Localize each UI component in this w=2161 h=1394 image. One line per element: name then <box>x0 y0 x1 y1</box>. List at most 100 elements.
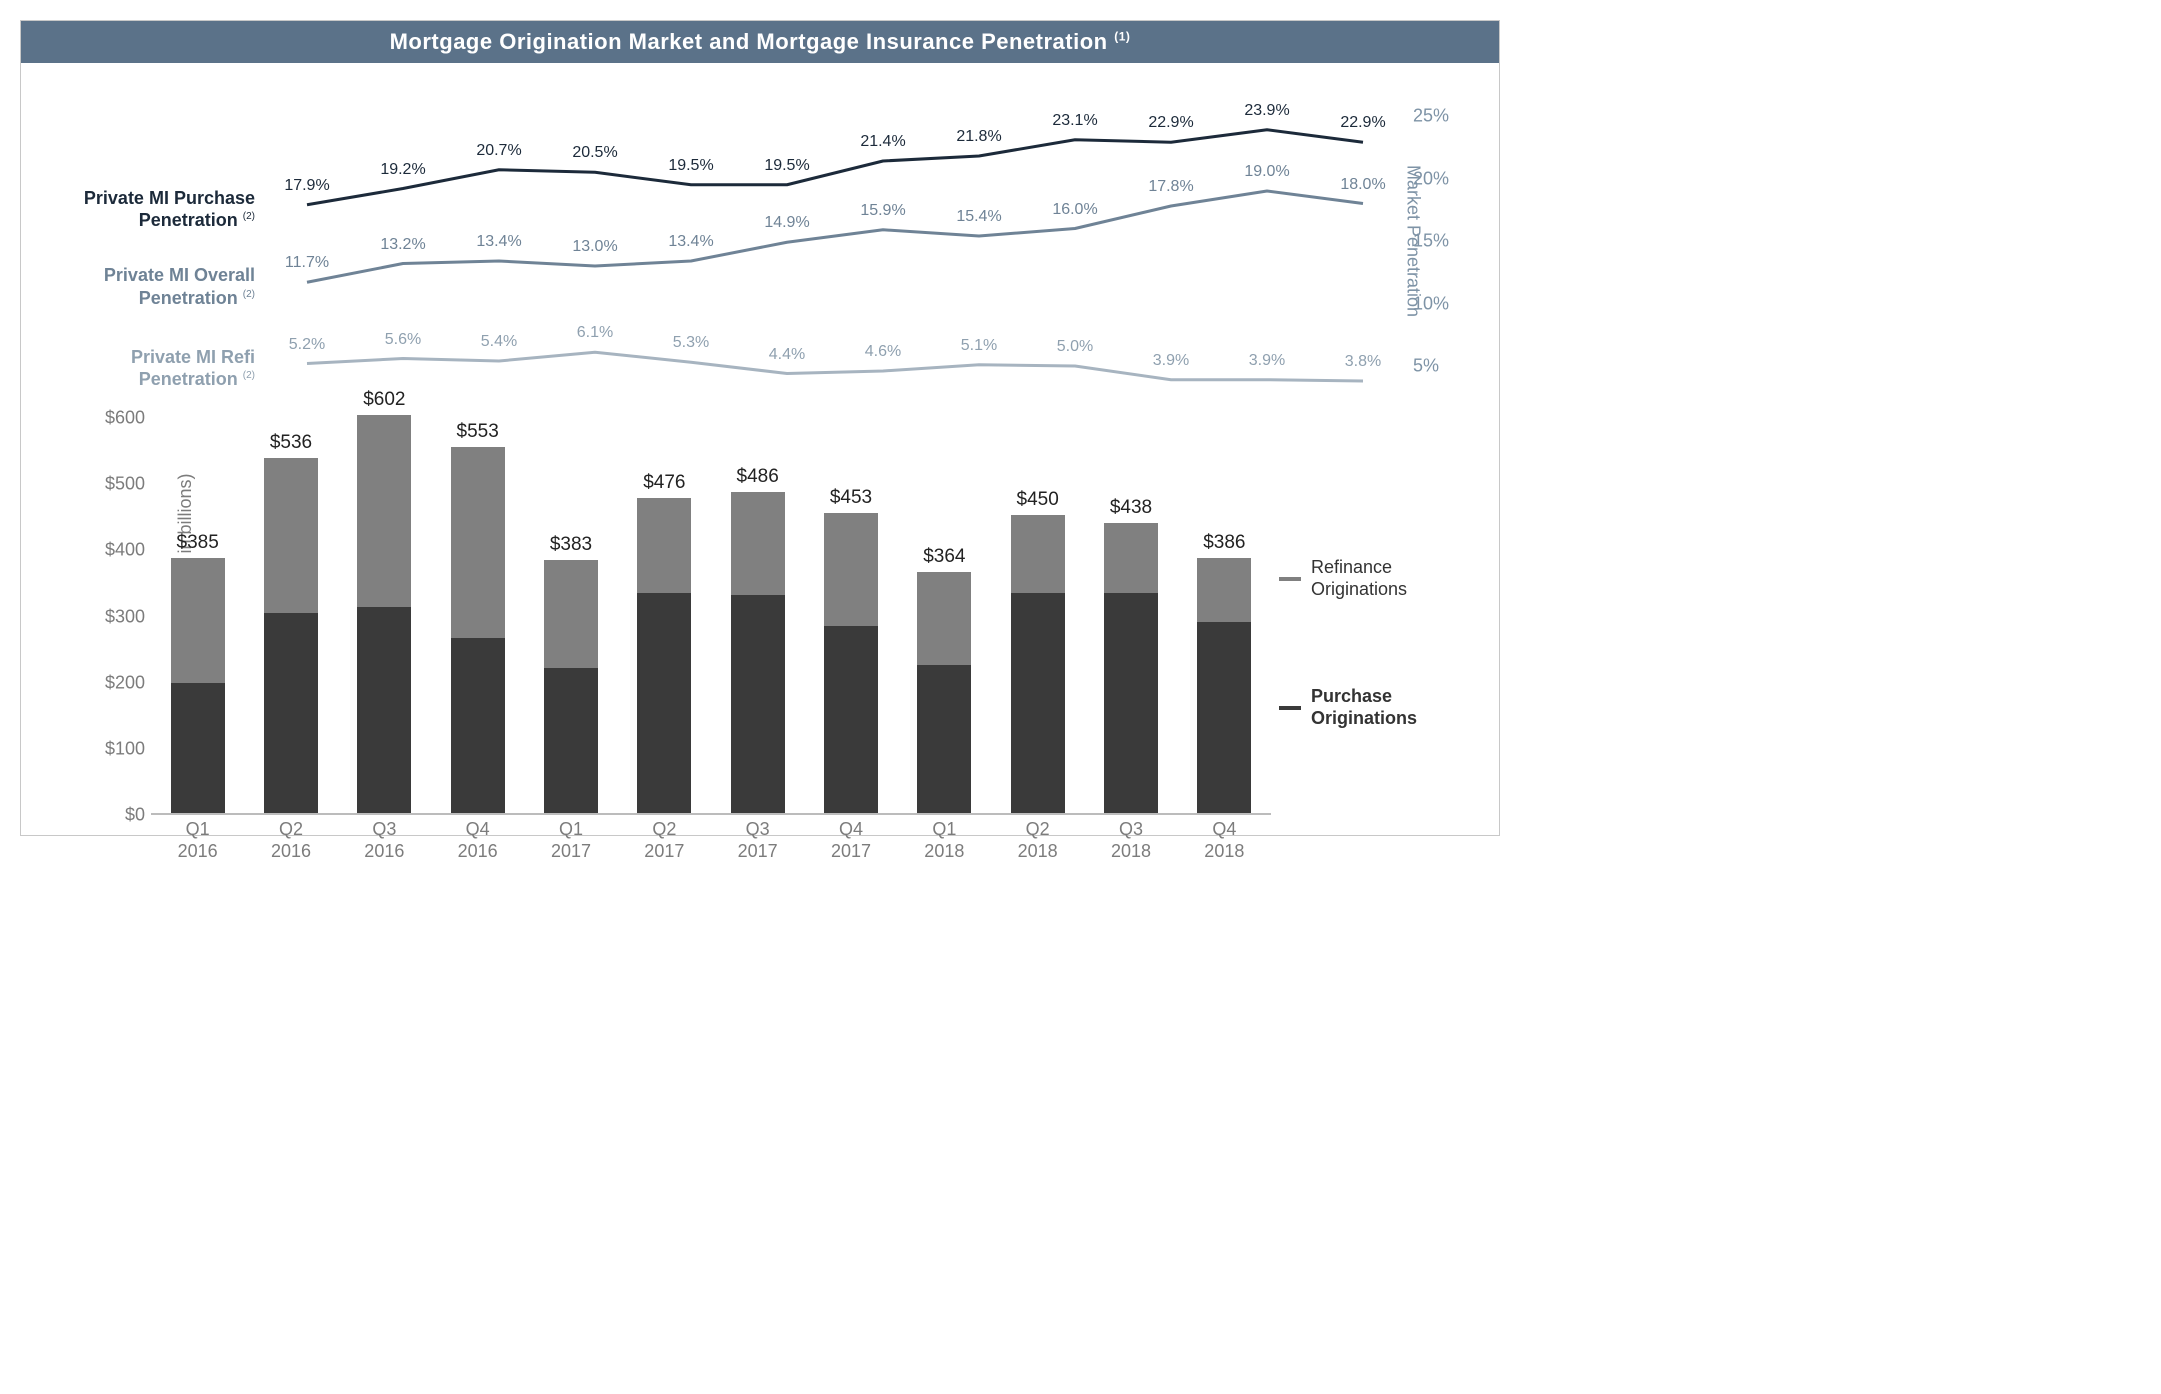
chart-title-footnote: (1) <box>1114 30 1130 44</box>
x-tick: Q32018 <box>1111 819 1151 862</box>
line-datalabel-refi: 6.1% <box>577 324 613 342</box>
line-series-purchase <box>307 130 1363 205</box>
line-series-labels: Private MI Purchase Penetration (2) Priv… <box>49 91 259 391</box>
line-datalabel-purchase: 19.2% <box>380 161 425 179</box>
x-tick: Q42017 <box>831 819 871 862</box>
bar-total-label: $364 <box>923 546 965 568</box>
bar-ytick: $600 <box>105 408 145 429</box>
x-tick: Q12017 <box>551 819 591 862</box>
x-tick: Q32017 <box>738 819 778 862</box>
line-datalabel-overall: 14.9% <box>764 214 809 232</box>
line-datalabel-overall: 13.2% <box>380 236 425 254</box>
x-tick: Q22016 <box>271 819 311 862</box>
bar-seg-purchase <box>824 626 878 813</box>
bar-yaxis: $0$100$200$300$400$500$600 <box>87 385 151 815</box>
chart-title-bar: Mortgage Origination Market and Mortgage… <box>21 21 1499 63</box>
bar-seg-purchase <box>1104 593 1158 813</box>
bar-chart-row: Origination Market ($ in billions) $0$10… <box>49 385 1471 815</box>
bar-seg-refinance <box>171 558 225 682</box>
line-chart-row: Private MI Purchase Penetration (2) Priv… <box>49 91 1471 391</box>
line-datalabel-purchase: 22.9% <box>1340 114 1385 132</box>
bar-ytick: $500 <box>105 474 145 495</box>
series-label-purchase: Private MI Purchase Penetration (2) <box>49 187 255 232</box>
chart-title: Mortgage Origination Market and Mortgage… <box>390 29 1108 54</box>
line-datalabel-overall: 18.0% <box>1340 176 1385 194</box>
bar-total-label: $486 <box>737 466 779 488</box>
bar-seg-purchase <box>171 683 225 813</box>
x-tick: Q12016 <box>178 819 218 862</box>
line-datalabel-refi: 4.4% <box>769 346 805 364</box>
legend-label-purchase: Purchase Originations <box>1311 686 1471 729</box>
line-datalabel-purchase: 23.9% <box>1244 102 1289 120</box>
line-series-refi <box>307 352 1363 381</box>
line-datalabel-purchase: 23.1% <box>1052 112 1097 130</box>
line-datalabel-refi: 5.4% <box>481 333 517 351</box>
x-tick: Q42016 <box>458 819 498 862</box>
bar-seg-refinance <box>637 498 691 593</box>
chart-body: Private MI Purchase Penetration (2) Priv… <box>21 63 1499 835</box>
bar-ytick: $0 <box>125 805 145 826</box>
bar-seg-refinance <box>824 513 878 625</box>
bar-seg-purchase <box>1011 593 1065 813</box>
line-datalabel-purchase: 17.9% <box>284 177 329 195</box>
bar-seg-refinance <box>731 492 785 595</box>
line-datalabel-refi: 5.1% <box>961 337 997 355</box>
legend-item-refinance: Refinance Originations <box>1279 557 1471 600</box>
x-tick: Q42018 <box>1204 819 1244 862</box>
chart-container: Mortgage Origination Market and Mortgage… <box>20 20 1500 836</box>
line-datalabel-overall: 19.0% <box>1244 163 1289 181</box>
x-tick: Q22018 <box>1018 819 1058 862</box>
line-right-tick: 5% <box>1413 356 1439 377</box>
bar-seg-purchase <box>637 593 691 813</box>
bar-total-label: $602 <box>363 389 405 411</box>
line-datalabel-refi: 3.9% <box>1153 352 1189 370</box>
bar-seg-purchase <box>544 668 598 813</box>
line-datalabel-purchase: 21.8% <box>956 128 1001 146</box>
bar-seg-purchase <box>731 595 785 813</box>
line-datalabel-refi: 5.2% <box>289 336 325 354</box>
line-datalabel-overall: 16.0% <box>1052 201 1097 219</box>
series-label-refi: Private MI Refi Penetration (2) <box>49 346 255 391</box>
line-datalabel-overall: 11.7% <box>285 254 329 272</box>
line-right-axis-title: Market Penetration <box>1402 165 1423 317</box>
bar-yaxis-title-wrap: Origination Market ($ in billions) <box>49 385 87 815</box>
bar-total-label: $438 <box>1110 497 1152 519</box>
line-datalabel-refi: 3.9% <box>1249 352 1285 370</box>
bar-seg-refinance <box>264 458 318 612</box>
line-datalabel-purchase: 20.7% <box>476 142 521 160</box>
x-tick: Q22017 <box>644 819 684 862</box>
line-datalabel-overall: 17.8% <box>1148 178 1193 196</box>
line-datalabel-overall: 13.4% <box>476 233 521 251</box>
line-datalabel-overall: 13.0% <box>572 238 617 256</box>
legend-label-refinance: Refinance Originations <box>1311 557 1471 600</box>
line-svg <box>259 91 1411 391</box>
bar-total-label: $536 <box>270 432 312 454</box>
bar-total-label: $385 <box>177 532 219 554</box>
line-datalabel-purchase: 20.5% <box>572 144 617 162</box>
line-datalabel-purchase: 19.5% <box>764 157 809 175</box>
line-datalabel-refi: 5.0% <box>1057 338 1093 356</box>
x-tick: Q32016 <box>364 819 404 862</box>
bar-ytick: $300 <box>105 606 145 627</box>
bar-total-label: $553 <box>457 421 499 443</box>
legend-swatch-purchase <box>1279 706 1301 710</box>
bar-total-label: $383 <box>550 534 592 556</box>
line-datalabel-overall: 15.9% <box>860 202 905 220</box>
x-tick: Q12018 <box>924 819 964 862</box>
bar-legend: Refinance Originations Purchase Originat… <box>1271 385 1471 815</box>
bar-seg-purchase <box>451 638 505 813</box>
bar-seg-purchase <box>917 665 971 813</box>
line-datalabel-refi: 5.3% <box>673 334 709 352</box>
line-datalabel-refi: 5.6% <box>385 331 421 349</box>
line-datalabel-refi: 4.6% <box>865 343 901 361</box>
line-datalabel-refi: 3.8% <box>1345 353 1381 371</box>
bar-seg-purchase <box>264 613 318 813</box>
line-series-overall <box>307 191 1363 282</box>
line-datalabel-purchase: 22.9% <box>1148 114 1193 132</box>
bar-seg-refinance <box>1011 515 1065 593</box>
bar-seg-purchase <box>357 607 411 813</box>
legend-swatch-refinance <box>1279 577 1301 581</box>
bar-seg-refinance <box>451 447 505 638</box>
legend-item-purchase: Purchase Originations <box>1279 686 1471 729</box>
bar-ytick: $100 <box>105 738 145 759</box>
